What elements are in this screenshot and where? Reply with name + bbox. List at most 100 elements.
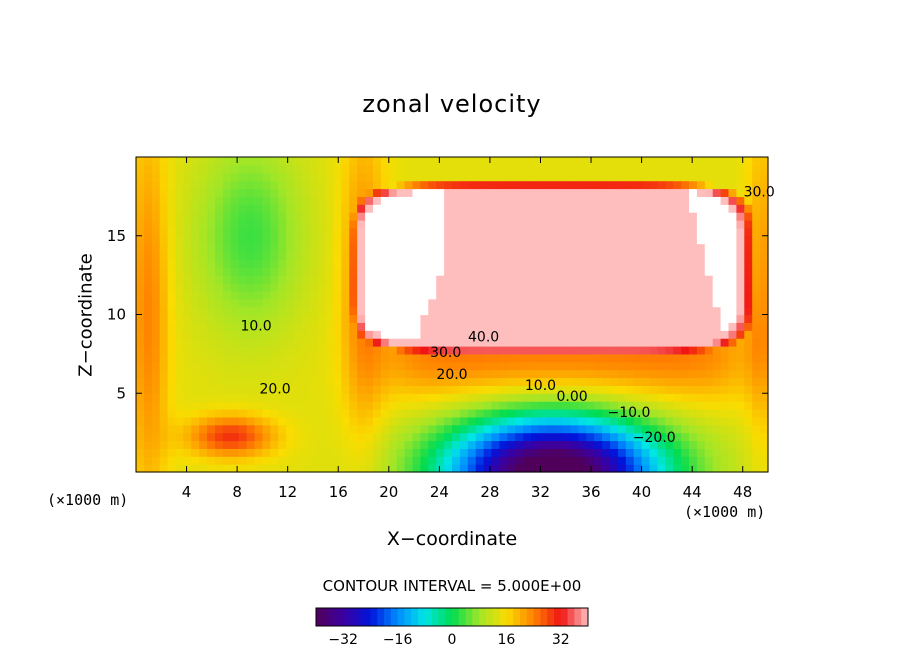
heatmap-cell [720,393,730,402]
heatmap-cell [578,416,587,426]
heatmap-cell [396,393,406,402]
heatmap-cell [420,416,429,426]
heatmap-cell [349,314,358,323]
heatmap-cell [333,164,342,174]
heatmap-cell [720,204,730,213]
heatmap-cell [665,259,674,268]
heatmap-cell [436,401,445,410]
heatmap-cell [602,424,611,434]
heatmap-cell [491,432,500,442]
heatmap-cell [728,361,737,371]
heatmap-cell [309,385,319,394]
heatmap-cell [262,290,271,300]
heatmap-cell [294,235,303,245]
heatmap-cell [254,361,263,371]
heatmap-cell [602,243,611,253]
heatmap-cell [341,401,350,410]
heatmap-cell [428,338,437,347]
heatmap-cell [151,283,161,292]
heatmap-cell [720,251,730,260]
heatmap-cell [412,157,421,166]
heatmap-cell [531,353,540,363]
heatmap-cell [744,456,753,465]
heatmap-cell [483,456,493,465]
heatmap-cell [554,243,564,253]
heatmap-cell [459,227,469,237]
heatmap-cell [467,283,477,292]
heatmap-cell [222,416,232,426]
heatmap-cell [602,180,611,190]
heatmap-cell [554,322,564,331]
heatmap-cell [657,456,666,465]
heatmap-cell [207,385,216,394]
heatmap-cell [151,298,161,308]
heatmap-cell [681,369,690,379]
heatmap-cell [491,456,500,465]
heatmap-cell [736,409,745,418]
heatmap-cell [333,338,342,347]
heatmap-cell [412,164,421,174]
heatmap-cell [436,290,445,300]
heatmap-cell [720,369,730,379]
heatmap-cell [191,314,200,323]
heatmap-cell [436,196,445,205]
heatmap-cell [633,306,643,316]
heatmap-cell [317,424,327,434]
x-axis-label: X−coordinate [386,528,518,550]
contour-label: 30.0 [744,184,775,200]
heatmap-cell [444,157,453,166]
heatmap-cell [531,220,540,229]
heatmap-cell [475,322,485,331]
heatmap-cell [712,243,722,253]
heatmap-cell [689,314,698,323]
contour-label: 40.0 [468,329,499,345]
heatmap-cell [404,346,414,355]
heatmap-cell [499,377,508,386]
heatmap-cell [159,259,169,268]
heatmap-cell [625,464,635,473]
heatmap-cell [515,212,524,221]
heatmap-cell [317,204,327,213]
heatmap-cell [191,267,200,276]
heatmap-cell [215,456,224,465]
heatmap-cell [254,353,263,363]
heatmap-cell [309,180,319,190]
heatmap-cell [570,283,579,292]
heatmap-cell [238,306,248,316]
heatmap-cell [238,267,248,276]
heatmap-cell [349,393,358,402]
heatmap-cell [151,275,161,284]
heatmap-cell [412,204,421,213]
heatmap-cell [136,298,145,308]
heatmap-cell [286,314,295,323]
heatmap-cell [143,188,153,197]
heatmap-cell [602,377,611,386]
heatmap-cell [720,235,730,245]
heatmap-cell [744,346,753,355]
heatmap-cell [254,212,263,221]
heatmap-cell [625,188,635,197]
heatmap-cell [689,220,698,229]
heatmap-cell [712,157,722,166]
heatmap-cell [167,306,177,316]
heatmap-cell [333,440,342,449]
heatmap-cell [357,448,366,457]
heatmap-cell [760,464,769,473]
heatmap-cell [270,361,279,371]
heatmap-cell [373,235,382,245]
heatmap-cell [689,235,698,245]
heatmap-cell [570,164,579,174]
heatmap-cell [230,259,240,268]
heatmap-cell [712,409,722,418]
heatmap-cell [420,393,429,402]
heatmap-cell [230,157,240,166]
heatmap-cell [365,314,374,323]
heatmap-cell [570,448,579,457]
heatmap-cell [562,290,572,300]
heatmap-cell [420,346,429,355]
heatmap-cell [578,322,587,331]
heatmap-cell [499,235,508,245]
heatmap-cell [475,267,485,276]
heatmap-cell [246,298,256,308]
heatmap-cell [420,456,429,465]
